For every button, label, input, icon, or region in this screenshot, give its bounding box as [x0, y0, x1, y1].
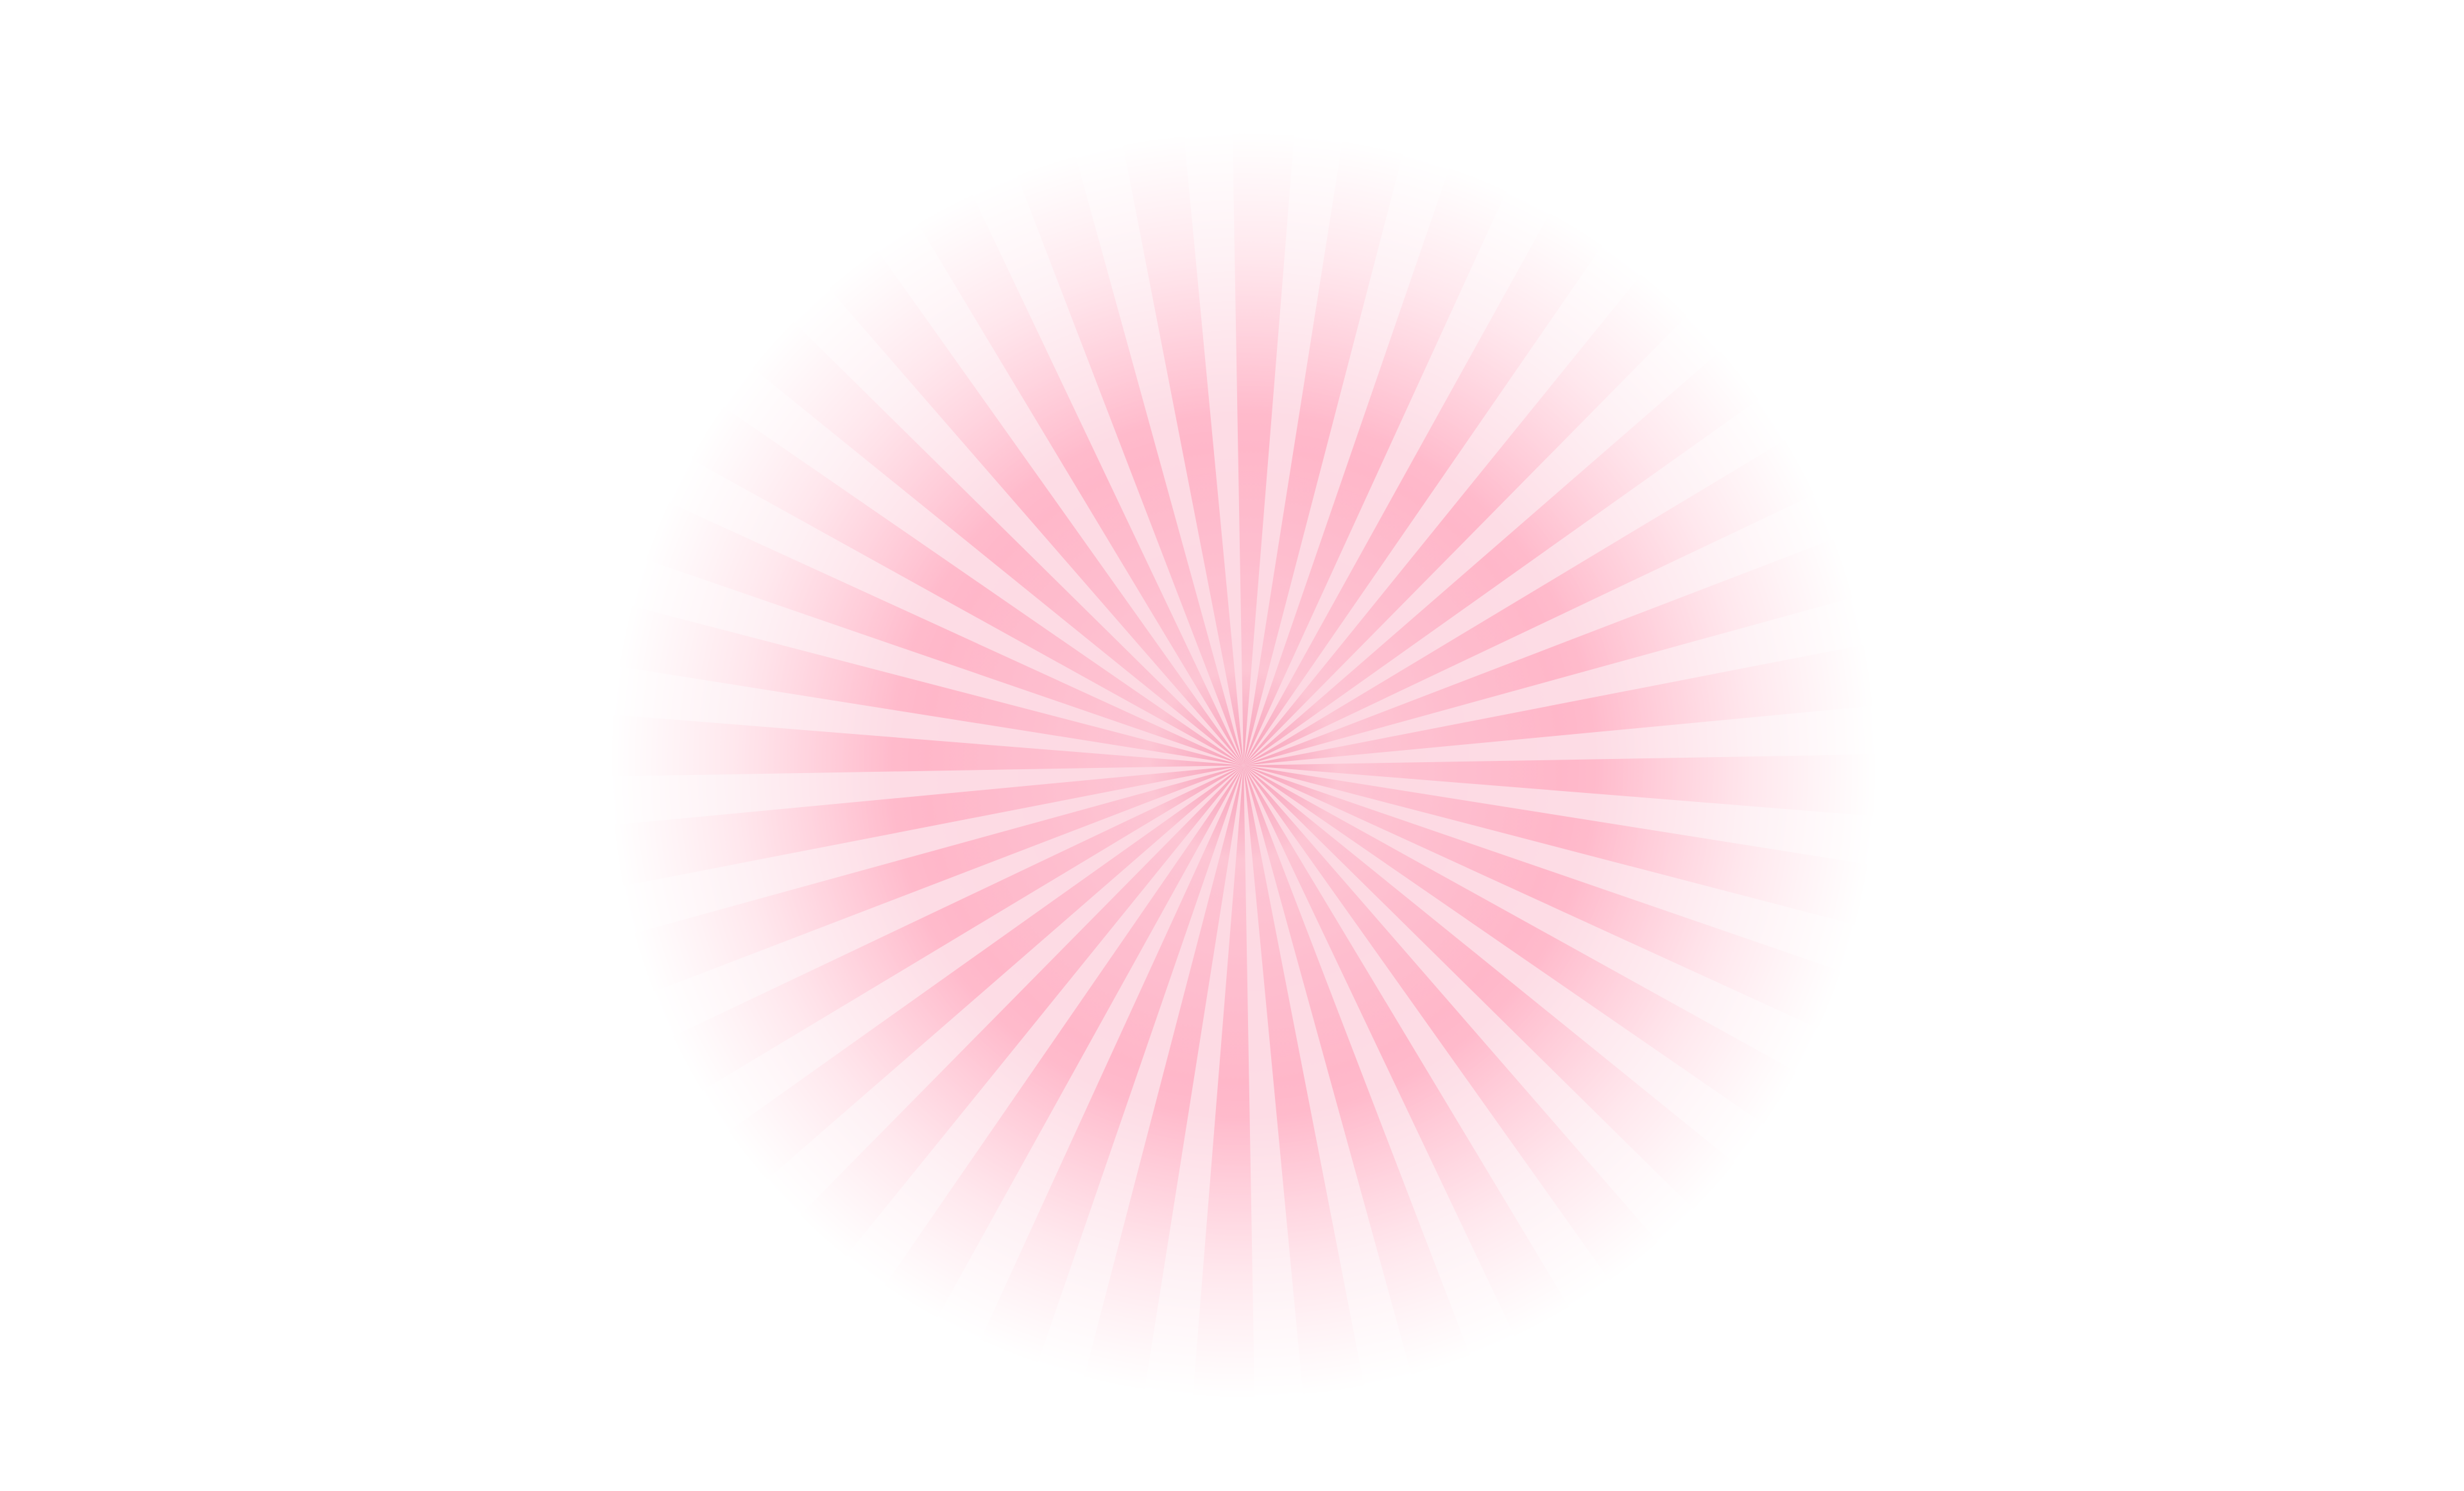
sunburst: [538, 60, 1949, 1471]
ray: [546, 587, 1244, 765]
ray: [1244, 765, 1707, 1341]
ray: [843, 765, 1244, 1383]
ray: [950, 765, 1244, 1433]
ray: [1231, 60, 1301, 766]
ray: [626, 364, 1244, 765]
ray: [1244, 765, 1497, 1446]
ray: [695, 269, 1244, 765]
ray: [1244, 753, 1949, 822]
ray: [1244, 765, 1792, 1261]
ray: [1244, 98, 1537, 765]
ray: [1244, 68, 1422, 765]
ray: [1244, 217, 1740, 766]
ray: [748, 765, 1244, 1314]
ray: [538, 708, 1244, 778]
ray: [1244, 402, 1881, 765]
ray: [1244, 765, 1912, 1059]
ray: [1244, 512, 1924, 765]
ray: [1244, 631, 1947, 765]
ray: [563, 765, 1244, 1019]
ray: [1186, 765, 1256, 1471]
ray: [1244, 148, 1645, 765]
ray: [668, 765, 1244, 1229]
ray: [880, 128, 1244, 765]
ray: [780, 190, 1244, 765]
ray: [1244, 765, 1941, 944]
ray: [576, 472, 1244, 765]
ray: [606, 765, 1244, 1129]
ray: [540, 765, 1244, 900]
ray: [1244, 765, 1607, 1403]
ray: [1244, 302, 1819, 765]
ray: [990, 85, 1244, 765]
ray: [1109, 62, 1244, 765]
ray: [1244, 765, 1378, 1469]
ray: [1065, 765, 1244, 1463]
ray: [1244, 765, 1861, 1166]
